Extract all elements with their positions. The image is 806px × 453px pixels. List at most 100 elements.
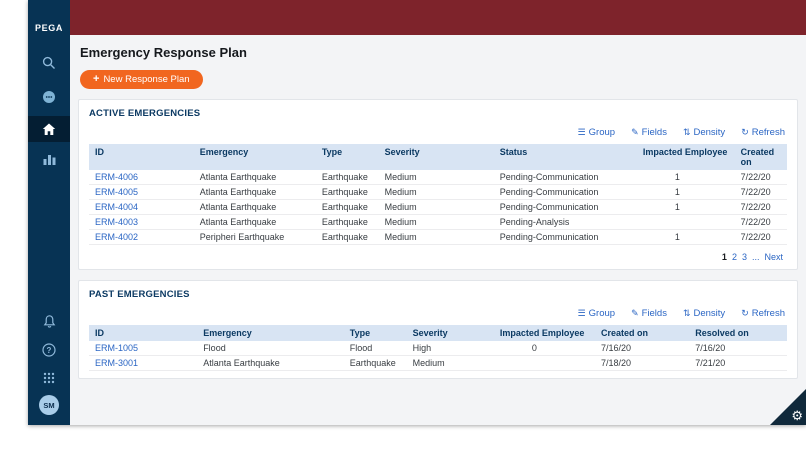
table-cell: Atlanta Earthquake <box>199 202 277 212</box>
refresh-icon: ↻ <box>741 308 749 318</box>
column-header-severity[interactable]: Severity <box>384 147 420 157</box>
toolbar-density-button[interactable]: ⇅ Density <box>683 308 725 319</box>
left-nav-rail: PEGA <box>28 0 70 425</box>
notifications-button[interactable] <box>28 309 70 335</box>
row-id-link[interactable]: ERM-4004 <box>95 202 139 212</box>
pagination-page-2[interactable]: 2 <box>731 252 737 262</box>
column-header-resolved-on[interactable]: Resolved on <box>695 328 749 338</box>
chat-icon <box>42 90 56 104</box>
app-window: PEGA <box>28 0 806 425</box>
column-header-status[interactable]: Status <box>499 147 528 157</box>
table-cell: 1 <box>674 232 680 242</box>
row-id-link[interactable]: ERM-3001 <box>95 358 139 368</box>
table-cell: Medium <box>384 217 417 227</box>
toolbar-label: Density <box>693 308 726 319</box>
apps-grid-icon <box>43 372 55 384</box>
app-switcher-button[interactable] <box>28 365 70 391</box>
row-id-link[interactable]: ERM-4005 <box>95 187 139 197</box>
column-header-created-on[interactable]: Created on <box>601 328 649 338</box>
column-header-emergency[interactable]: Emergency <box>199 147 249 157</box>
column-header-severity[interactable]: Severity <box>412 328 448 338</box>
table-cell <box>494 356 595 370</box>
column-header-id[interactable]: ID <box>95 328 104 338</box>
active-table-toolbar: ☰ Group ✎ Fields ⇅ Density ↻ Refresh <box>89 127 785 138</box>
table-cell: Flood <box>349 343 373 353</box>
table-cell: Atlanta Earthquake <box>199 187 277 197</box>
group-icon: ☰ <box>577 127 586 137</box>
home-button[interactable] <box>28 116 70 142</box>
fields-icon: ✎ <box>631 127 639 137</box>
table-cell: Medium <box>384 172 417 182</box>
active-emergencies-card: ACTIVE EMERGENCIES ☰ Group ✎ Fields ⇅ Density… <box>78 99 798 270</box>
column-header-emergency[interactable]: Emergency <box>203 328 252 338</box>
toolbar-group-button[interactable]: ☰ Group <box>578 127 615 138</box>
svg-text:?: ? <box>47 346 52 355</box>
table-cell: Earthquake <box>321 187 368 197</box>
table-cell: 0 <box>531 343 537 353</box>
toolbar-label: Fields <box>641 308 667 319</box>
settings-gear-icon[interactable]: ⚙ <box>791 408 803 423</box>
table-header-row: ID Emergency Type Severity Impacted Employee… <box>89 325 787 341</box>
table-cell: Earthquake <box>321 232 368 242</box>
toolbar-refresh-button[interactable]: ↻ Refresh <box>741 308 785 319</box>
new-response-plan-button[interactable]: + New Response Plan <box>80 70 203 89</box>
column-header-impacted-employee[interactable]: Impacted Employee <box>499 328 585 338</box>
pagination-page-1[interactable]: 1 <box>721 252 727 262</box>
table-cell <box>637 215 735 229</box>
toolbar-fields-button[interactable]: ✎ Fields <box>631 308 667 319</box>
toolbar-density-button[interactable]: ⇅ Density <box>683 127 725 138</box>
density-icon: ⇅ <box>682 127 691 137</box>
toolbar-group-button[interactable]: ☰ Group <box>578 308 615 319</box>
table-cell: Atlanta Earthquake <box>199 217 277 227</box>
chart-icon <box>43 153 56 165</box>
table-row: ERM-3001 Atlanta Earthquake Earthquake Medi… <box>89 356 787 371</box>
help-button[interactable]: ? <box>28 337 70 363</box>
table-cell: Peripheri Earthquake <box>199 232 285 242</box>
search-button[interactable] <box>28 50 70 76</box>
table-row: ERM-4003 Atlanta Earthquake Earthquake Medi… <box>89 215 787 230</box>
row-id-link[interactable]: ERM-4003 <box>95 217 139 227</box>
table-cell: 7/22/20 <box>740 217 771 227</box>
column-header-id[interactable]: ID <box>95 147 104 157</box>
corner-triangle <box>770 389 806 425</box>
toolbar-label: Refresh <box>751 127 785 138</box>
table-cell: Earthquake <box>349 358 396 368</box>
row-id-link[interactable]: ERM-1005 <box>95 343 139 353</box>
pagination-next-link[interactable]: Next <box>764 252 783 262</box>
home-icon <box>42 123 56 136</box>
column-header-type[interactable]: Type <box>321 147 343 157</box>
table-cell: 1 <box>674 202 680 212</box>
column-header-created-on[interactable]: Created on <box>740 147 775 167</box>
toolbar-label: Group <box>588 127 616 138</box>
toolbar-label: Density <box>693 127 726 138</box>
row-id-link[interactable]: ERM-4006 <box>95 172 139 182</box>
table-cell: Medium <box>412 358 445 368</box>
spaces-button[interactable] <box>28 84 70 110</box>
table-cell: 7/16/20 <box>695 343 726 353</box>
table-cell: 7/22/20 <box>740 172 771 182</box>
toolbar-fields-button[interactable]: ✎ Fields <box>631 127 667 138</box>
row-id-link[interactable]: ERM-4002 <box>95 232 139 242</box>
table-cell: 7/22/20 <box>740 202 771 212</box>
table-cell: 7/22/20 <box>740 187 771 197</box>
toolbar-label: Refresh <box>751 308 785 319</box>
table-cell: Flood <box>203 343 226 353</box>
insights-button[interactable] <box>28 146 70 172</box>
fields-icon: ✎ <box>631 308 639 318</box>
column-header-impacted-employee[interactable]: Impacted Employee <box>642 147 728 157</box>
table-header-row: ID Emergency Type Severity Status Impacted Em… <box>89 144 787 170</box>
table-cell: Earthquake <box>321 172 368 182</box>
table-cell: 7/16/20 <box>601 343 632 353</box>
table-cell: Pending-Analysis <box>499 217 570 227</box>
page-title: Emergency Response Plan <box>80 45 247 60</box>
user-avatar[interactable]: SM <box>39 395 59 415</box>
density-icon: ⇅ <box>682 308 691 318</box>
table-cell: Pending-Communication <box>499 187 599 197</box>
past-emergencies-table: ID Emergency Type Severity Impacted Employee… <box>89 325 787 371</box>
app-header-bar <box>70 0 806 35</box>
pagination-page-3[interactable]: 3 <box>741 252 747 262</box>
toolbar-refresh-button[interactable]: ↻ Refresh <box>741 127 785 138</box>
column-header-type[interactable]: Type <box>349 328 371 338</box>
pagination-page-[interactable]: ... <box>751 252 760 262</box>
past-emergencies-heading: PAST EMERGENCIES <box>89 289 190 300</box>
